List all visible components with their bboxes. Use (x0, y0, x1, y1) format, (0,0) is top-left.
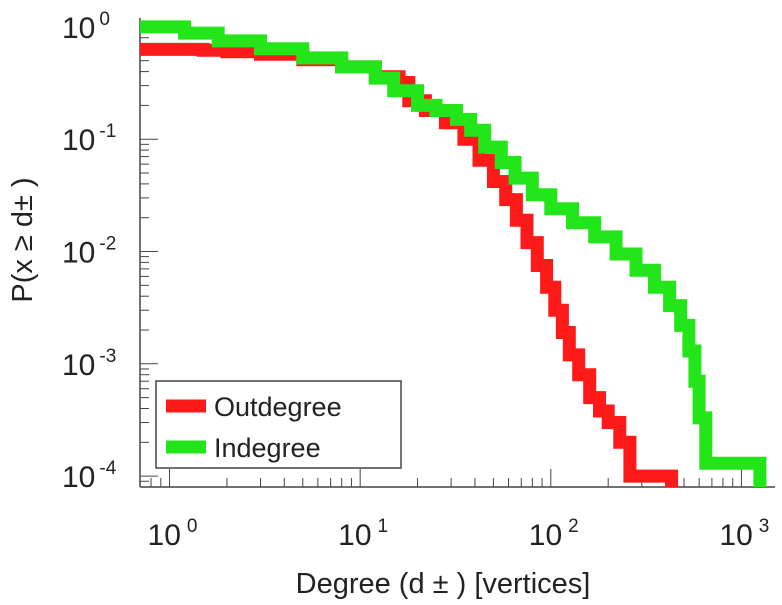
tick-labels: 10 0 10 1 10 2 10 3 10 0 10 -1 10 -2 10 -3 10 -4 (62, 9, 769, 552)
legend-label-outdegree: Outdegree (214, 392, 342, 422)
x-tick-label: 10 1 (338, 516, 388, 552)
x-tick-label: 10 2 (529, 516, 579, 552)
y-tick-label: 10 -4 (62, 458, 117, 494)
x-axis-title: Degree (d ± ) [vertices] (296, 568, 591, 600)
y-tick-label: 10 -2 (62, 234, 116, 270)
y-axis-title: P(x ≥ d± ) (7, 177, 39, 302)
y-tick-label: 10 -3 (62, 346, 116, 382)
legend-label-indegree: Indegree (214, 433, 321, 463)
x-tick-label: 10 0 (148, 516, 198, 552)
series-line-indegree (140, 20, 767, 487)
y-tick-label: 10 0 (62, 9, 110, 45)
x-tick-label: 10 3 (719, 516, 769, 552)
legend: Outdegree Indegree (155, 380, 402, 469)
y-tick-label: 10 -1 (62, 121, 116, 157)
axis-titles: Degree (d ± ) [vertices] P(x ≥ d± ) (7, 177, 590, 600)
series-lines (140, 20, 767, 487)
